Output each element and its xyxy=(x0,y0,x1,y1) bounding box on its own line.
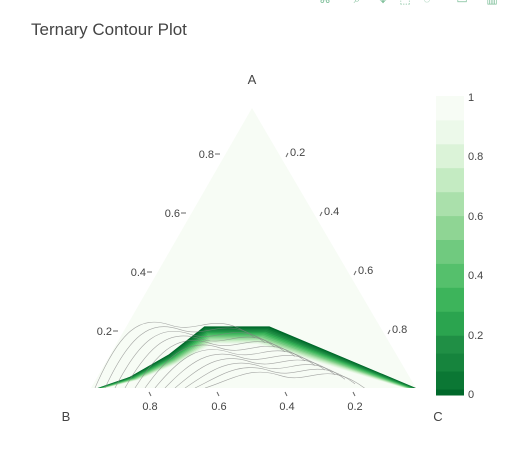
axis-b-title: B xyxy=(62,409,71,424)
colorbar-segment xyxy=(436,143,464,169)
colorbar-segment xyxy=(436,311,464,336)
contour-lines xyxy=(94,321,366,388)
colorbar-tick-label: 0.4 xyxy=(468,270,483,282)
box-select-icon[interactable]: ⬚ xyxy=(398,0,412,6)
reset-icon[interactable]: ▭ xyxy=(455,0,469,6)
contour-line xyxy=(184,362,346,388)
axis-b-tick-label: 0.8 xyxy=(142,401,157,413)
colorbar-segment xyxy=(436,239,464,264)
colorbar-segment xyxy=(436,263,464,288)
contour-line xyxy=(144,344,306,388)
contour-line xyxy=(164,353,326,388)
colorbar-segment xyxy=(436,191,464,217)
contour-band xyxy=(105,343,404,388)
colorbar-segment xyxy=(436,287,464,312)
axis-c-ticks: 0.2 0.4 0.6 0.8 xyxy=(290,147,407,336)
axis-b-ticks: 0.8 0.6 0.4 0.2 xyxy=(142,401,362,413)
bar-icon[interactable]: ▥ xyxy=(485,0,499,6)
colorbar-segment xyxy=(436,353,464,372)
contour-line xyxy=(174,358,336,388)
colorbar-segment xyxy=(436,335,464,354)
axis-a-tick-label: 0.8 xyxy=(199,149,214,161)
contour-line xyxy=(134,340,296,388)
contour-line xyxy=(154,349,316,388)
colorbar-tick-label: 1 xyxy=(468,92,474,104)
zoom-icon[interactable]: ⌕ xyxy=(350,0,364,6)
colorbar-segment xyxy=(436,389,464,396)
colorbar-segment xyxy=(436,167,464,193)
lasso-icon[interactable]: ◌ xyxy=(420,0,434,6)
contour-line xyxy=(194,367,356,388)
axis-c-tick-label: 0.6 xyxy=(358,265,373,277)
axis-c-tick-label: 0.8 xyxy=(392,324,407,336)
tick-marks xyxy=(113,152,391,397)
contour-line xyxy=(114,330,276,388)
axis-c-tick-label: 0.4 xyxy=(324,206,339,218)
colorbar-labels: 0 0.2 0.4 0.6 0.8 1 xyxy=(468,92,483,401)
axis-b-tick-label: 0.2 xyxy=(347,401,362,413)
contour-line xyxy=(204,371,366,388)
axis-a-tick-label: 0.6 xyxy=(165,208,180,220)
contour-line xyxy=(94,321,256,388)
axis-b-tick-label: 0.6 xyxy=(211,401,226,413)
plot-background xyxy=(91,108,416,388)
camera-icon[interactable]: ⌘ xyxy=(318,0,332,6)
colorbar-tick-label: 0.2 xyxy=(468,330,483,342)
axis-c-tick-label: 0.2 xyxy=(290,147,305,159)
pan-icon[interactable]: ✥ xyxy=(376,0,390,6)
axis-a-title: A xyxy=(248,72,257,87)
colorbar-segment xyxy=(436,119,464,145)
colorbar-tick-label: 0.8 xyxy=(468,151,483,163)
colorbar-segment xyxy=(436,215,464,240)
colorbar xyxy=(436,96,464,396)
colorbar-segment xyxy=(436,96,464,121)
contour-line xyxy=(104,326,266,388)
ternary-triangle xyxy=(91,108,416,388)
axis-c-title: C xyxy=(433,409,442,424)
contour-line xyxy=(124,335,286,388)
axis-a-ticks: 0.8 0.6 0.4 0.2 xyxy=(97,149,214,338)
modebar[interactable]: ⌘ ⌕ ✥ ⬚ ◌ ▭ ▥ xyxy=(312,0,508,6)
axis-a-tick-label: 0.4 xyxy=(131,267,146,279)
colorbar-segment xyxy=(436,371,464,390)
axis-a-tick-label: 0.2 xyxy=(97,326,112,338)
chart-title: Ternary Contour Plot xyxy=(31,20,187,39)
colorbar-tick-label: 0.6 xyxy=(468,211,483,223)
axis-b-tick-label: 0.4 xyxy=(279,401,294,413)
colorbar-tick-label: 0 xyxy=(468,389,474,401)
